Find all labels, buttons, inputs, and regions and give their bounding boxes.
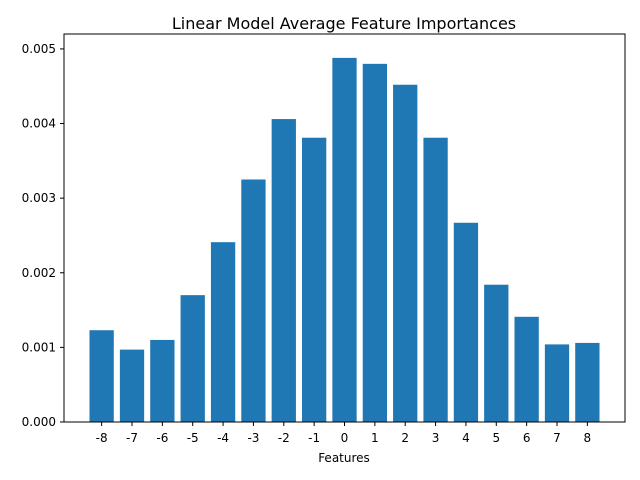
x-tick-label: 2 <box>401 431 409 445</box>
x-tick-label: -6 <box>156 431 168 445</box>
bar--5 <box>180 295 205 422</box>
bar--6 <box>150 339 175 422</box>
bar-1 <box>362 63 387 422</box>
bar-3 <box>423 137 448 422</box>
y-tick-label: 0.001 <box>22 340 56 354</box>
x-tick-label: -3 <box>247 431 259 445</box>
x-tick-label: 8 <box>584 431 592 445</box>
plot-frame <box>63 33 626 423</box>
x-tick-label: -7 <box>126 431 138 445</box>
y-tick-label: 0.005 <box>22 42 56 56</box>
y-tick-label: 0.003 <box>22 191 56 205</box>
bar-2 <box>393 84 418 423</box>
x-axis-label: Features <box>318 451 370 465</box>
y-axis-ticks: 0.000 0.001 0.002 0.003 0.004 0.005 <box>22 42 64 429</box>
bar--8 <box>89 330 114 422</box>
y-tick-label: 0.004 <box>22 117 56 131</box>
x-tick-label: -5 <box>187 431 199 445</box>
chart-title: Linear Model Average Feature Importances <box>172 14 516 33</box>
bar--4 <box>210 242 236 422</box>
bar-5 <box>484 284 509 422</box>
y-tick-label: 0.002 <box>22 266 56 280</box>
bar-4 <box>453 222 479 422</box>
bar--1 <box>302 137 327 422</box>
x-tick-label: 4 <box>462 431 470 445</box>
bar--7 <box>119 349 145 422</box>
x-axis-ticks: -8 -7 -6 -5 -4 -3 -2 -1 0 1 2 3 4 5 6 7 8 <box>96 422 592 445</box>
x-tick-label: -8 <box>96 431 108 445</box>
x-tick-label: 6 <box>523 431 531 445</box>
x-tick-label: -1 <box>308 431 320 445</box>
x-tick-label: 3 <box>432 431 440 445</box>
bar--2 <box>271 119 296 422</box>
bar-6 <box>514 316 539 422</box>
y-tick-label: 0.000 <box>22 415 56 429</box>
x-tick-label: 5 <box>492 431 500 445</box>
bar--3 <box>241 179 266 422</box>
bar-0 <box>332 57 357 422</box>
x-tick-label: 0 <box>341 431 349 445</box>
x-tick-label: 1 <box>371 431 379 445</box>
x-tick-label: -2 <box>278 431 290 445</box>
x-tick-label: 7 <box>553 431 561 445</box>
bars-group <box>89 57 600 423</box>
bar-8 <box>575 342 600 422</box>
bar-7 <box>544 344 570 422</box>
x-tick-label: -4 <box>217 431 229 445</box>
